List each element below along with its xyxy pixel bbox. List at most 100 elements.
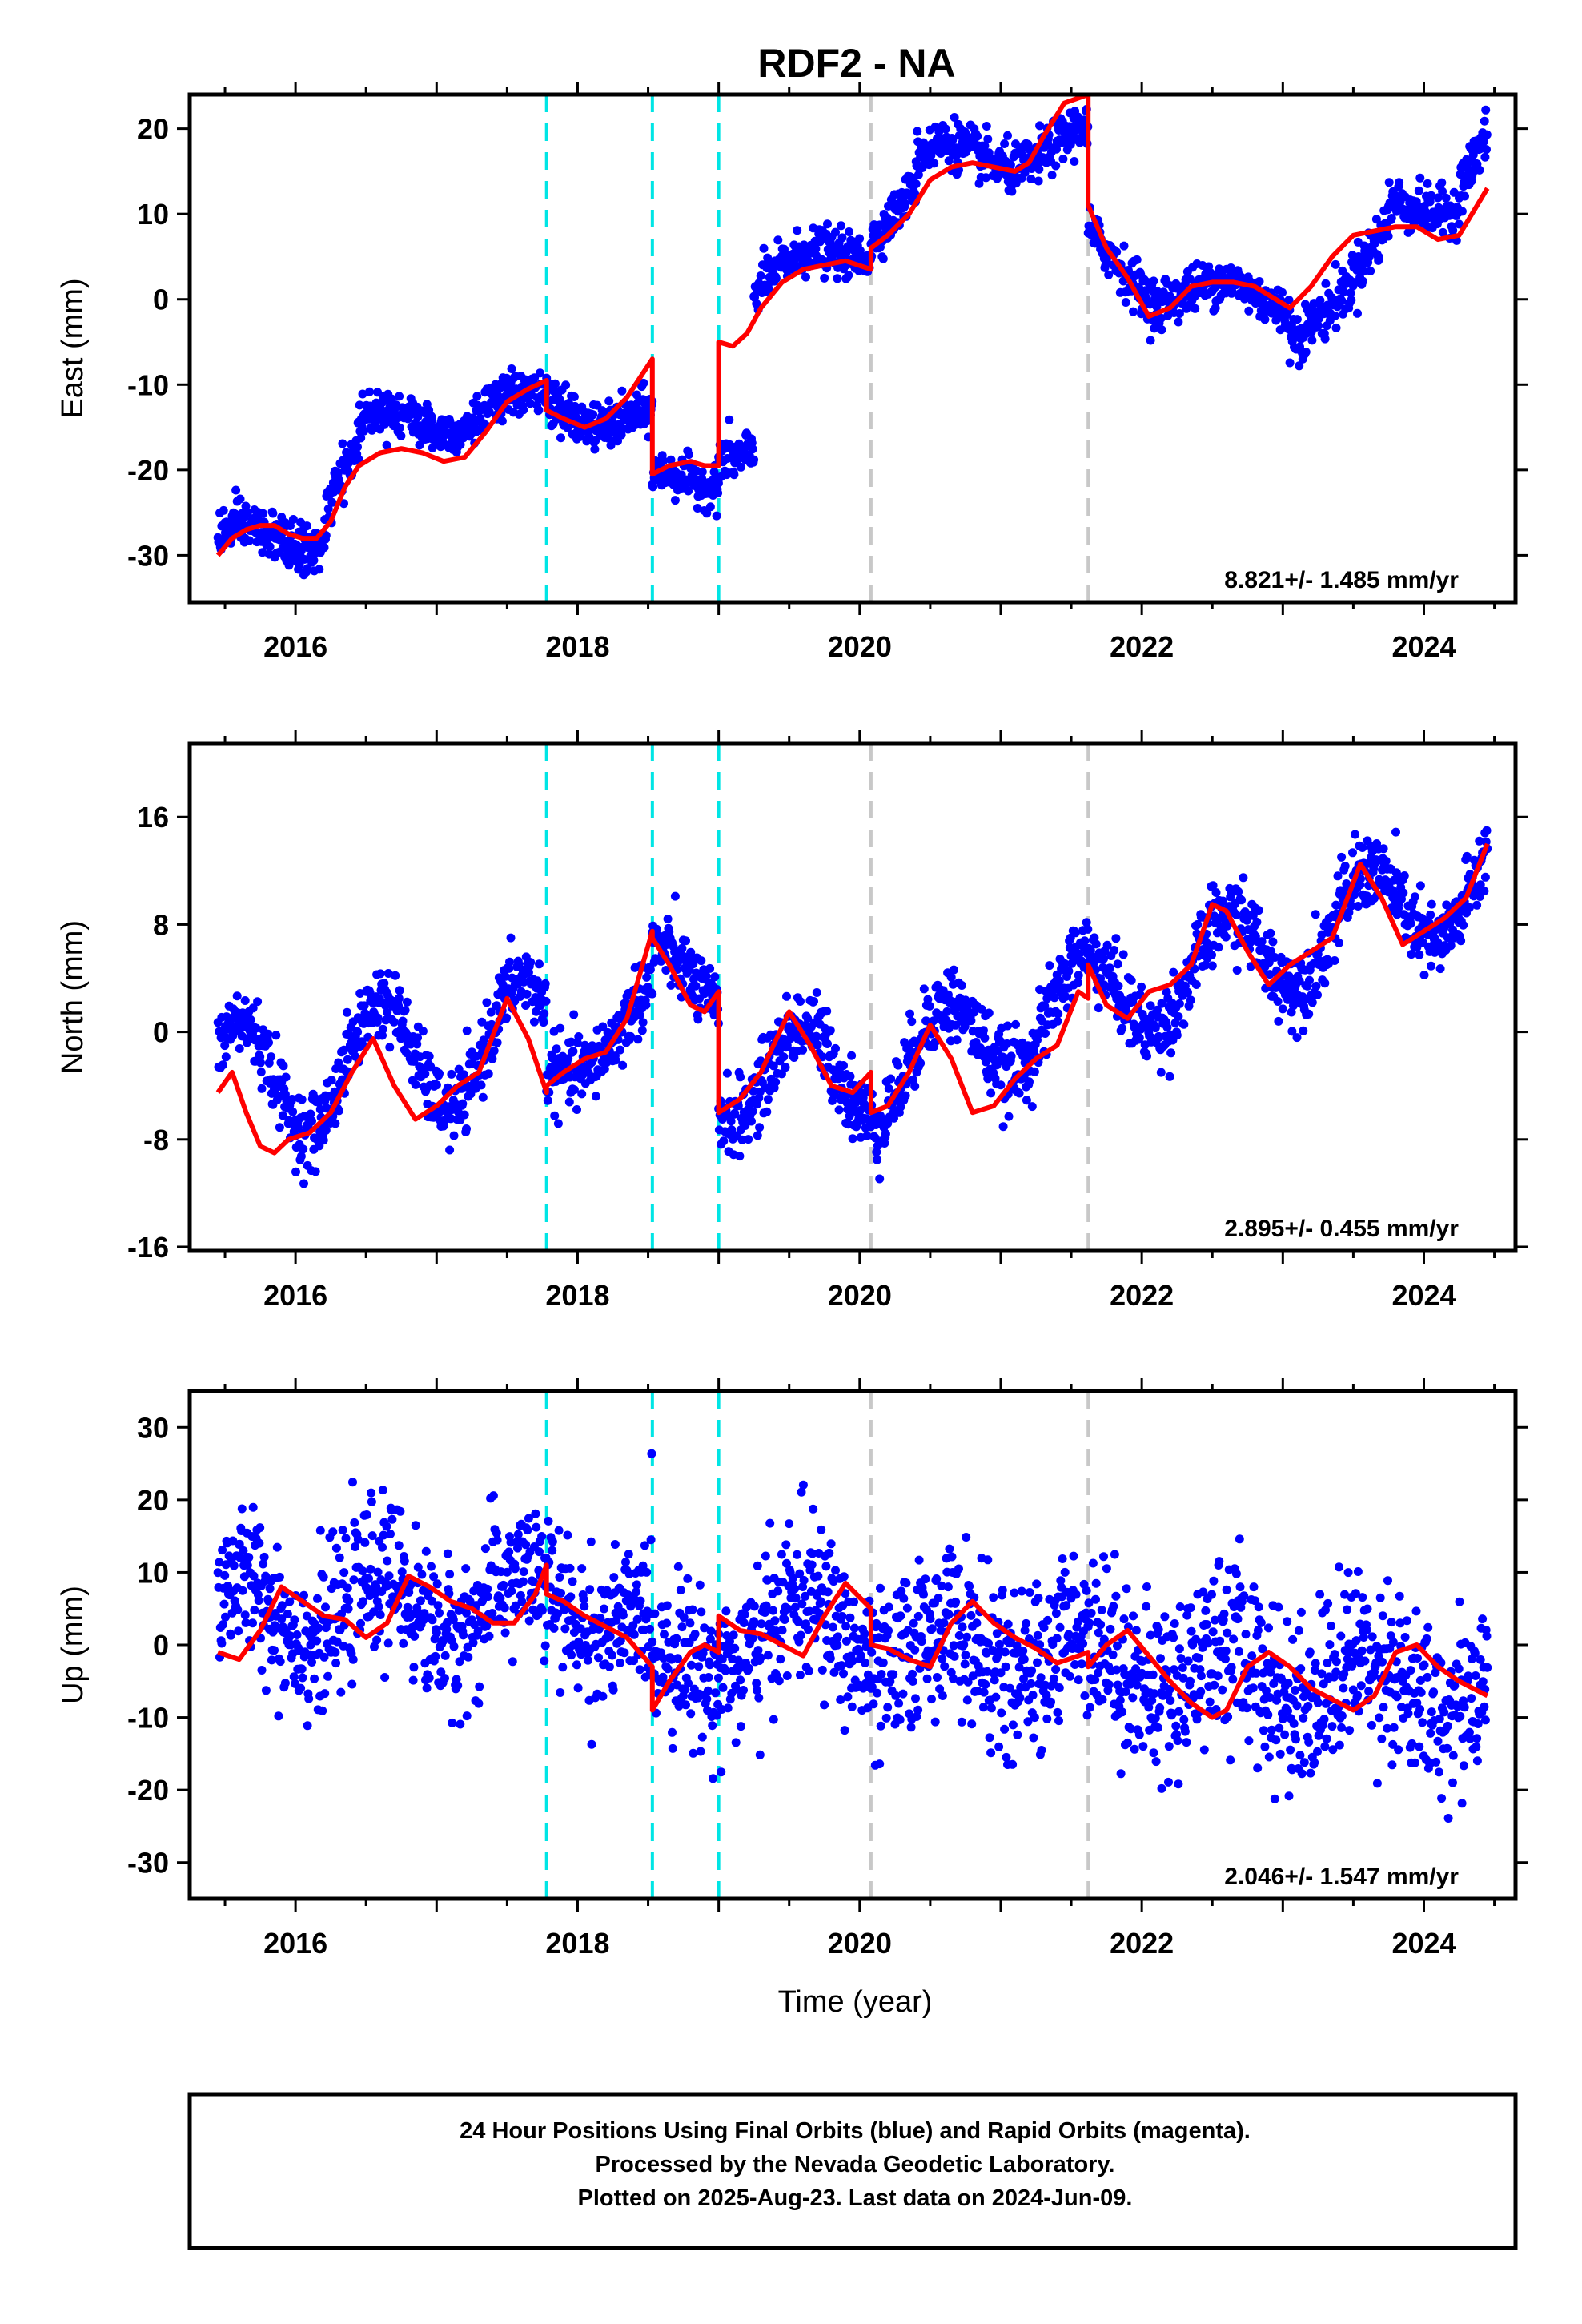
- north-data-point: [1110, 946, 1119, 955]
- up-data-point: [319, 1652, 329, 1662]
- east-data-point: [1482, 130, 1492, 139]
- north-data-point: [572, 1105, 581, 1114]
- up-data-point: [277, 1614, 287, 1624]
- up-data-point: [594, 1653, 603, 1663]
- up-data-point: [424, 1673, 434, 1683]
- east-data-point: [756, 271, 765, 280]
- north-data-point: [532, 976, 542, 986]
- north-data-point: [813, 1040, 822, 1050]
- up-data-point: [609, 1573, 619, 1582]
- north-data-point: [1270, 953, 1279, 962]
- east-data-point: [1314, 321, 1323, 331]
- east-data-point: [1438, 227, 1447, 237]
- north-data-point: [1399, 871, 1409, 880]
- up-data-point: [632, 1580, 641, 1590]
- up-data-point: [347, 1679, 357, 1689]
- east-data-point: [1047, 171, 1057, 180]
- up-data-point: [565, 1563, 575, 1573]
- up-data-point: [544, 1516, 553, 1526]
- north-data-point: [412, 1039, 422, 1049]
- north-data-point: [1053, 1016, 1062, 1026]
- north-data-point: [297, 1095, 307, 1104]
- east-velocity-rate: 8.821+/- 1.485 mm/yr: [1224, 567, 1459, 593]
- north-data-point: [1252, 917, 1262, 927]
- up-data-point: [612, 1615, 621, 1625]
- east-data-point: [1375, 252, 1383, 262]
- up-data-point: [610, 1540, 620, 1549]
- east-data-point: [1339, 287, 1348, 296]
- east-data-point: [1480, 116, 1489, 126]
- north-data-point: [782, 1040, 792, 1050]
- north-data-point: [831, 1043, 840, 1053]
- up-data-point: [442, 1625, 452, 1634]
- up-data-point: [608, 1685, 618, 1695]
- east-data-point: [309, 556, 319, 565]
- north-data-point: [492, 1038, 502, 1047]
- up-data-point: [432, 1628, 441, 1638]
- east-data-point: [259, 509, 268, 518]
- up-data-point: [397, 1567, 407, 1577]
- north-data-point: [435, 1068, 444, 1078]
- north-data-point: [873, 1155, 882, 1164]
- north-data-point: [648, 989, 657, 999]
- east-data-point: [1007, 187, 1017, 196]
- up-data-point: [243, 1561, 252, 1570]
- up-data-point: [560, 1624, 570, 1634]
- up-data-point: [240, 1610, 250, 1620]
- east-data-point: [284, 561, 294, 570]
- north-data-point: [278, 1111, 287, 1120]
- up-data-point: [229, 1561, 239, 1570]
- north-data-point: [782, 991, 791, 1001]
- north-data-point: [1054, 976, 1064, 986]
- north-velocity-rate: 2.895+/- 0.455 mm/yr: [1224, 1216, 1459, 1242]
- north-data-point: [735, 1152, 745, 1161]
- up-data-point: [383, 1638, 393, 1648]
- up-data-point: [370, 1642, 379, 1651]
- north-data-point: [395, 986, 404, 995]
- north-data-point: [1082, 918, 1091, 927]
- north-data-point: [400, 1006, 410, 1015]
- up-data-point: [367, 1531, 377, 1541]
- north-data-point: [218, 1060, 227, 1070]
- up-data-point: [500, 1603, 509, 1613]
- north-data-point: [705, 963, 715, 973]
- east-data-point: [258, 548, 267, 557]
- east-data-point: [323, 504, 333, 513]
- up-data-point: [523, 1526, 532, 1535]
- up-data-point: [336, 1687, 346, 1697]
- up-data-point: [343, 1583, 352, 1593]
- up-data-point: [579, 1594, 588, 1604]
- east-data-point: [355, 400, 364, 410]
- north-data-point: [541, 996, 551, 1006]
- north-data-point: [591, 1092, 600, 1101]
- north-data-point: [747, 1116, 756, 1126]
- up-data-point: [586, 1537, 596, 1546]
- east-data-point: [823, 219, 832, 229]
- north-data-point: [267, 1052, 276, 1062]
- up-data-point: [226, 1630, 235, 1640]
- up-data-point: [218, 1620, 227, 1630]
- north-data-point: [796, 997, 805, 1006]
- north-data-point: [1074, 971, 1083, 980]
- north-data-point: [1174, 999, 1184, 1008]
- up-data-point: [399, 1638, 408, 1648]
- up-data-point: [255, 1538, 264, 1548]
- up-data-point: [638, 1561, 648, 1570]
- north-data-point: [476, 1080, 486, 1090]
- north-data-point: [1333, 871, 1343, 881]
- east-data-point: [359, 426, 369, 436]
- east-data-point: [243, 508, 252, 517]
- north-data-point: [1153, 1005, 1162, 1015]
- north-data-point: [1480, 872, 1490, 882]
- north-data-point: [611, 1055, 620, 1065]
- north-data-point: [432, 1080, 441, 1090]
- east-plot-frame: [187, 92, 1518, 605]
- up-data-point: [508, 1657, 517, 1667]
- up-data-point: [473, 1626, 483, 1636]
- up-data-point: [421, 1546, 431, 1556]
- up-data-point: [254, 1596, 263, 1606]
- north-data-point: [489, 1046, 499, 1055]
- north-data-point: [686, 947, 696, 957]
